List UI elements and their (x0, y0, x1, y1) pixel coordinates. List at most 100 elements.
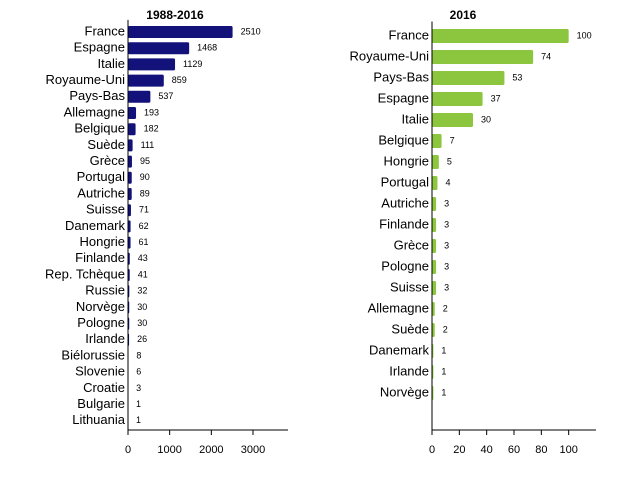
bar (432, 281, 437, 295)
category-label: Allemagne (64, 104, 125, 119)
x-tick-label: 40 (481, 444, 493, 456)
value-label: 6 (136, 367, 141, 377)
category-label: Royaume-Uni (46, 72, 126, 87)
bar (432, 260, 437, 274)
value-label: 7 (450, 135, 455, 145)
category-label: Slovenie (75, 364, 125, 379)
value-label: 100 (577, 30, 592, 40)
value-label: 3 (444, 240, 449, 250)
bar (128, 171, 132, 184)
bar (128, 220, 131, 233)
category-label: Pologne (77, 315, 125, 330)
bar (432, 134, 442, 148)
bar (128, 188, 132, 200)
category-label: Suisse (390, 279, 429, 294)
value-label: 3 (444, 219, 449, 229)
category-label: Autriche (77, 185, 125, 200)
value-label: 30 (137, 302, 147, 312)
value-label: 62 (139, 221, 149, 231)
bar (432, 323, 435, 337)
category-label: Suisse (86, 202, 125, 217)
bar (128, 123, 136, 136)
x-tick-label: 0 (429, 444, 435, 456)
category-label: Lithuania (72, 412, 126, 427)
bar (432, 176, 438, 190)
category-label: Russie (85, 283, 125, 298)
value-label: 89 (140, 188, 150, 198)
x-tick-label: 0 (125, 444, 131, 456)
value-label: 3 (444, 261, 449, 271)
bar (128, 90, 151, 103)
value-label: 61 (139, 237, 149, 247)
bar (128, 74, 164, 87)
category-label: Biélorussie (61, 347, 125, 362)
category-label: Espagne (74, 40, 125, 55)
value-label: 3 (444, 282, 449, 292)
value-label: 30 (481, 114, 491, 124)
category-label: Italie (402, 111, 429, 126)
category-label: Norvège (380, 384, 429, 399)
bar (128, 204, 131, 217)
chart-title: 1988-2016 (146, 8, 204, 22)
category-label: Hongrie (79, 234, 125, 249)
value-label: 1 (136, 415, 141, 425)
bar (432, 71, 505, 85)
value-label: 74 (541, 51, 551, 61)
x-tick-label: 3000 (241, 444, 265, 456)
bar (128, 107, 137, 119)
value-label: 3 (136, 383, 141, 393)
category-label: Suède (87, 137, 125, 152)
bar (128, 236, 131, 249)
bar (432, 239, 437, 253)
chart-title: 2016 (450, 8, 477, 22)
x-tick-label: 100 (559, 444, 577, 456)
category-label: Suède (391, 321, 429, 336)
value-label: 1 (136, 399, 141, 409)
category-label: Danemark (65, 218, 125, 233)
x-tick-label: 1000 (157, 444, 181, 456)
bar (432, 113, 473, 127)
value-label: 90 (140, 172, 150, 182)
value-label: 32 (137, 286, 147, 296)
value-label: 4 (445, 177, 450, 187)
x-tick-label: 2000 (199, 444, 223, 456)
x-tick-label: 20 (453, 444, 465, 456)
bar (432, 92, 483, 106)
value-label: 1468 (197, 43, 217, 53)
value-label: 95 (140, 156, 150, 166)
category-label: Rep. Tchèque (45, 266, 125, 281)
bar (432, 197, 437, 211)
category-label: Bulgarie (77, 396, 125, 411)
value-label: 182 (144, 124, 159, 134)
value-label: 2 (443, 324, 448, 334)
x-tick-label: 60 (508, 444, 520, 456)
value-label: 53 (512, 72, 522, 82)
value-label: 1129 (183, 59, 202, 69)
value-label: 30 (137, 318, 147, 328)
value-label: 71 (139, 205, 149, 215)
category-label: Grèce (90, 153, 125, 168)
category-label: Danemark (369, 342, 429, 357)
category-label: Portugal (77, 169, 126, 184)
value-label: 26 (137, 334, 147, 344)
category-label: Belgique (74, 121, 125, 136)
bar (432, 218, 437, 232)
category-label: Irlande (85, 331, 125, 346)
value-label: 111 (141, 140, 155, 150)
value-label: 5 (447, 156, 452, 166)
category-label: Belgique (378, 132, 429, 147)
bar (128, 42, 190, 55)
value-label: 43 (138, 253, 148, 263)
category-label: Allemagne (368, 300, 429, 315)
category-label: Hongrie (383, 153, 429, 168)
value-label: 537 (158, 91, 173, 101)
value-label: 41 (138, 269, 148, 279)
bar (128, 26, 233, 38)
category-label: Autriche (381, 195, 429, 210)
value-label: 193 (144, 107, 159, 117)
category-label: France (85, 23, 125, 38)
bar (432, 50, 534, 64)
category-label: Pays-Bas (373, 69, 429, 84)
bar (128, 139, 133, 152)
value-label: 1 (441, 366, 446, 376)
